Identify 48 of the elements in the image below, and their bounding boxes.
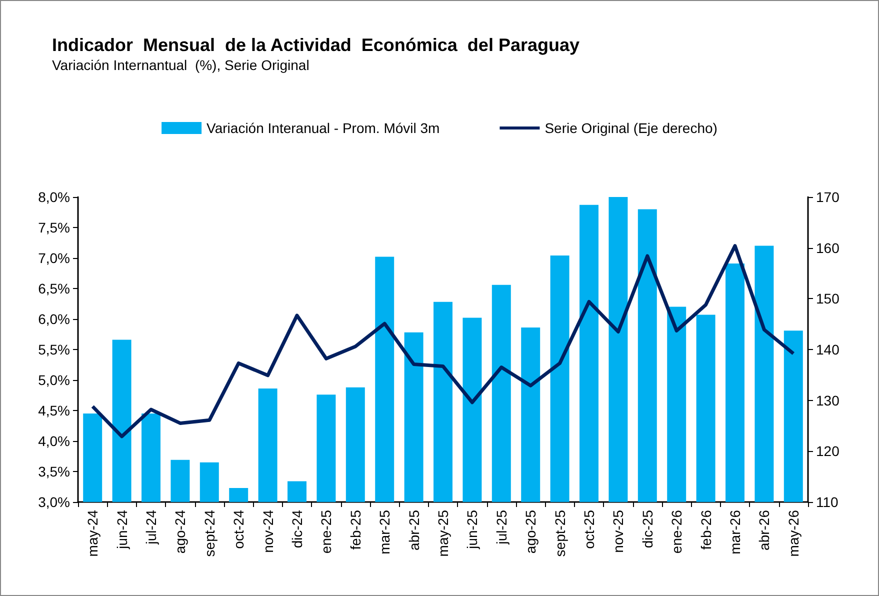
y-tick-label: 5,5% [38,342,70,358]
legend-label: Variación Interanual - Prom. Móvil 3m [206,120,440,136]
x-tick-label: may-24 [84,510,101,557]
x-tick-label: jun-25 [464,510,480,550]
x-tick-label: ago-24 [172,510,188,554]
x-tick-label: abr-25 [406,510,422,550]
x-tick-label: ene-25 [318,510,334,554]
x-tick-label: nov-24 [260,510,276,553]
y-tick-label: 5,0% [38,372,70,388]
y-tick-label: 7,5% [38,220,70,236]
y2-tick-label: 170 [816,189,840,205]
x-tick-label: jun-24 [114,510,130,550]
x-tick-label: dic-25 [639,510,656,548]
y-tick-label: 4,5% [38,402,70,418]
y-tick-label: 6,5% [38,280,70,296]
x-tick-label: nov-25 [610,510,626,553]
chart-subtitle: Variación Internantual (%), Serie Original [52,57,310,73]
y-tick-label: 6,0% [38,311,70,327]
y-tick-label: 7,0% [38,250,70,266]
x-tick-label: dic-24 [289,510,305,548]
x-tick-label: ago-25 [522,510,539,554]
y2-tick-label: 150 [816,290,840,307]
x-tick-label: feb-25 [347,510,364,550]
legend-label: Serie Original (Eje derecho) [544,120,718,136]
x-tick-label: jul-25 [493,510,510,546]
x-tick-label: oct-25 [581,510,597,549]
y2-tick-label: 110 [816,494,839,510]
line-series [90,244,796,438]
x-tick-label: ene-26 [668,510,685,554]
x-tick-label: may-25 [435,510,451,557]
x-tick-label: oct-24 [230,510,247,549]
y-tick-label: 3,0% [38,494,70,510]
y-tick-label: 8,0% [38,189,70,205]
x-tick-label: sept-24 [201,510,218,557]
x-tick-label: feb-26 [698,510,714,550]
x-tick-label: sept-25 [552,510,568,557]
y-tick-label: 3,5% [38,464,70,480]
chart-title: Indicador Mensual de la Actividad Económica del Paraguay [52,35,580,55]
x-tick-label: jul-24 [143,510,159,546]
x-tick-label: mar-26 [727,510,743,554]
x-tick-label: abr-26 [756,510,772,550]
y2-tick-label: 120 [816,443,840,460]
y-tick-label: 4,0% [38,433,70,449]
y2-tick-label: 160 [816,240,840,256]
y2-tick-label: 130 [816,392,840,408]
x-tick-label: may-26 [785,510,802,557]
y2-tick-label: 140 [816,342,840,358]
x-tick-label: mar-25 [376,510,393,554]
